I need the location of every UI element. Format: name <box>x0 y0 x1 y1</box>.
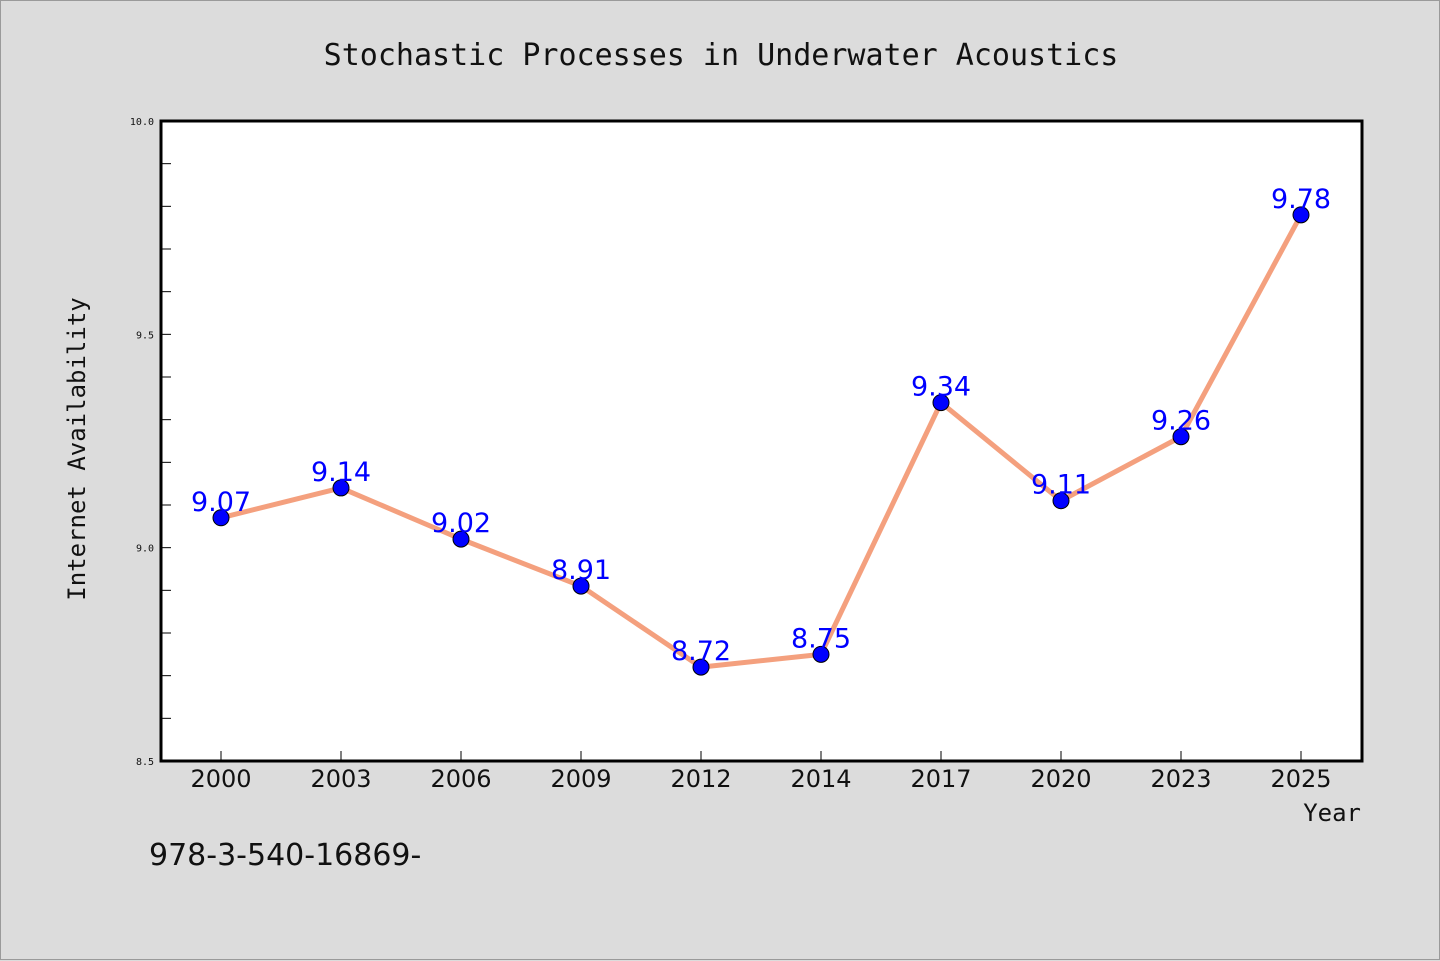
data-label: 9.78 <box>1271 184 1331 215</box>
data-point <box>452 530 470 548</box>
data-label: 9.07 <box>191 487 251 518</box>
plot-area <box>161 121 1362 761</box>
data-label: 9.34 <box>911 372 971 403</box>
series-line <box>218 212 1304 670</box>
data-point <box>332 479 350 497</box>
x-tick-label: 2006 <box>430 765 491 793</box>
chart-title: Stochastic Processes in Underwater Acous… <box>324 38 1119 73</box>
data-point <box>1172 428 1190 446</box>
data-point <box>1292 206 1310 224</box>
y-tick-label: 10.0 <box>130 117 154 128</box>
x-tick-label: 2023 <box>1150 765 1211 793</box>
x-tick-label: 2003 <box>310 765 371 793</box>
x-tick-label: 2012 <box>670 765 731 793</box>
y-tick-label: 8.5 <box>136 757 154 768</box>
data-point <box>1052 492 1070 510</box>
x-axis-label: Year <box>1303 799 1361 827</box>
data-point <box>572 577 590 595</box>
y-tick-label: 9.5 <box>136 330 154 341</box>
x-tick-label: 2025 <box>1270 765 1331 793</box>
plot-frame <box>159 119 1364 763</box>
x-tick-label: 2017 <box>910 765 971 793</box>
data-label: 9.11 <box>1031 470 1091 501</box>
data-point <box>692 658 710 676</box>
x-tick-label: 2009 <box>550 765 611 793</box>
series-layer: 9.07 9.14 9.02 8.91 8.72 8.75 9.34 9.11 9.26 9.78 <box>191 184 1331 676</box>
x-axis: 2000 2003 2006 2009 2012 2014 2017 2020 2023 2025 <box>190 751 1332 793</box>
data-point <box>932 394 950 412</box>
x-tick-label: 2020 <box>1030 765 1091 793</box>
y-tick-label: 9.0 <box>136 544 154 555</box>
x-tick-label: 2000 <box>190 765 251 793</box>
y-axis: 8.5 9.0 9.5 10.0 <box>130 117 171 768</box>
footnote-text: 978-3-540-16869- <box>149 838 421 873</box>
x-tick-label: 2014 <box>790 765 851 793</box>
data-label: 9.14 <box>311 457 371 488</box>
data-label: 8.72 <box>671 636 731 667</box>
data-label: 8.75 <box>791 623 851 654</box>
data-point <box>812 645 830 663</box>
data-label: 9.26 <box>1151 406 1211 437</box>
data-label: 9.02 <box>431 508 491 539</box>
y-axis-label: Internet Availability <box>63 297 91 600</box>
data-point <box>212 509 230 527</box>
data-label: 8.91 <box>551 555 611 586</box>
